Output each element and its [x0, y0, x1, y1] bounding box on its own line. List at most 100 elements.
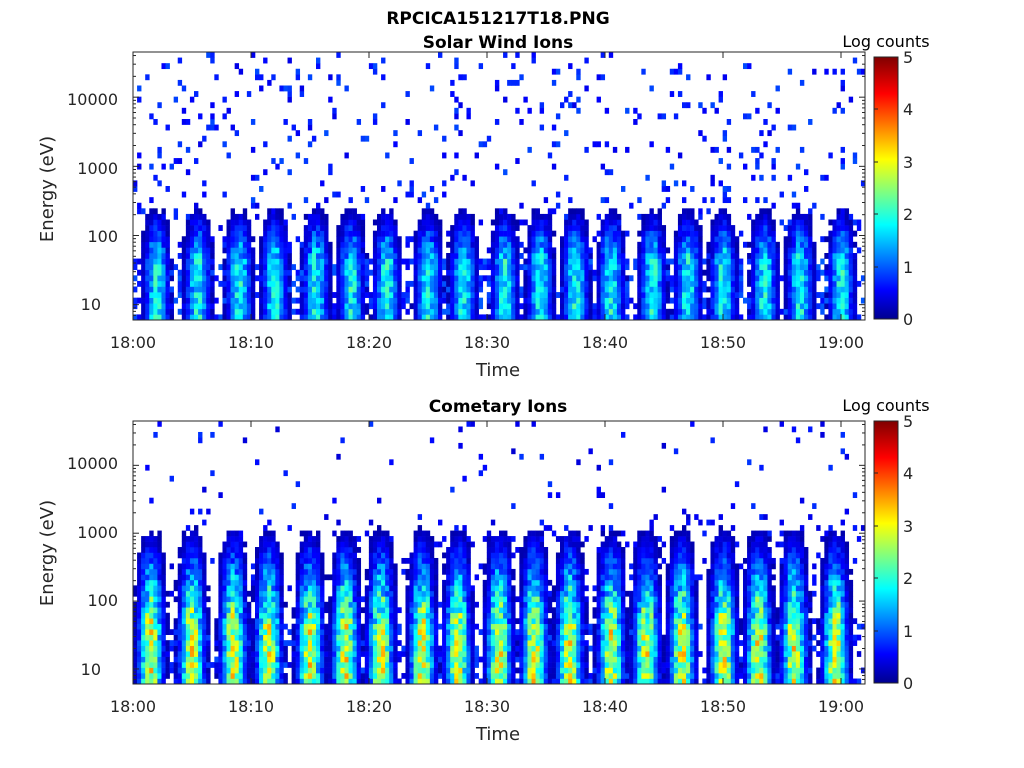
- heatmap-cell: [149, 286, 154, 293]
- heatmap-cell: [507, 79, 512, 86]
- heatmap-cell: [226, 667, 231, 674]
- heatmap-cell: [340, 590, 345, 597]
- heatmap-cell: [608, 275, 614, 282]
- heatmap-cell: [287, 135, 292, 142]
- heatmap-cell: [181, 286, 187, 293]
- heatmap-cell: [311, 651, 317, 657]
- heatmap-cell: [694, 225, 699, 231]
- heatmap-cell: [438, 236, 443, 243]
- heatmap-cell: [275, 230, 280, 237]
- heatmap-cell: [860, 68, 866, 75]
- heatmap-cell: [446, 241, 451, 248]
- heatmap-cell: [511, 63, 516, 70]
- heatmap-cell: [230, 552, 235, 559]
- heatmap-cell: [393, 264, 398, 271]
- heatmap-cell: [295, 236, 301, 243]
- heatmap-cell: [267, 640, 272, 646]
- heatmap-cell: [348, 241, 353, 248]
- heatmap-cell: [344, 264, 349, 271]
- heatmap-cell: [673, 303, 679, 310]
- heatmap-cell: [421, 258, 427, 265]
- heatmap-cell: [832, 286, 837, 293]
- heatmap-cell: [238, 253, 244, 259]
- heatmap-cell: [596, 253, 601, 259]
- heatmap-cell: [686, 269, 691, 276]
- heatmap-cell: [710, 180, 715, 187]
- heatmap-cell: [259, 678, 264, 685]
- heatmap-cell: [795, 225, 801, 231]
- heatmap-cell: [283, 673, 288, 679]
- heatmap-cell: [771, 158, 776, 164]
- y-tick-label: 10: [81, 295, 101, 314]
- heatmap-cell: [141, 623, 146, 630]
- heatmap-cell: [295, 579, 301, 586]
- heatmap-cell: [385, 579, 390, 586]
- heatmap-cell: [169, 275, 174, 282]
- heatmap-cell: [588, 308, 593, 315]
- heatmap-cell: [519, 241, 524, 248]
- heatmap-cell: [616, 253, 622, 259]
- heatmap-cell: [185, 253, 191, 259]
- heatmap-cell: [226, 656, 231, 663]
- heatmap-cell: [531, 258, 536, 265]
- heatmap-cell: [279, 236, 284, 243]
- heatmap-cell: [332, 191, 337, 198]
- heatmap-cell: [413, 269, 418, 276]
- heatmap-cell: [494, 225, 500, 231]
- heatmap-cell: [226, 607, 231, 614]
- heatmap-cell: [137, 297, 142, 304]
- heatmap-cell: [279, 667, 284, 674]
- heatmap-cell: [356, 656, 362, 663]
- heatmap-cell: [377, 219, 382, 226]
- heatmap-cell: [515, 269, 520, 276]
- heatmap-cell: [352, 662, 357, 668]
- heatmap-cell: [641, 225, 646, 231]
- heatmap-cell: [763, 119, 768, 125]
- heatmap-cell: [466, 230, 471, 237]
- heatmap-cell: [507, 269, 512, 276]
- heatmap-cell: [856, 280, 862, 287]
- heatmap-cell: [852, 303, 858, 310]
- heatmap-cell: [279, 623, 284, 630]
- heatmap-cell: [295, 481, 301, 488]
- heatmap-cell: [181, 629, 187, 635]
- heatmap-cell: [336, 579, 341, 586]
- heatmap-cell: [352, 269, 357, 276]
- heatmap-cell: [377, 607, 382, 614]
- heatmap-cell: [738, 230, 744, 237]
- heatmap-cell: [616, 264, 622, 271]
- heatmap-cell: [726, 303, 732, 310]
- heatmap-cell: [393, 574, 398, 581]
- heatmap-cell: [173, 96, 179, 103]
- heatmap-cell: [149, 236, 154, 243]
- heatmap-cell: [230, 601, 235, 608]
- heatmap-cell: [433, 308, 439, 315]
- heatmap-cell: [718, 314, 723, 321]
- heatmap-cell: [649, 308, 654, 315]
- heatmap-cell: [336, 563, 341, 570]
- heatmap-cell: [470, 314, 475, 321]
- heatmap-cell: [413, 236, 418, 243]
- heatmap-cell: [202, 568, 207, 575]
- heatmap-cell: [311, 275, 317, 282]
- heatmap-cell: [145, 247, 150, 254]
- heatmap-cell: [246, 645, 252, 652]
- heatmap-cell: [189, 258, 195, 265]
- heatmap-cell: [149, 241, 154, 248]
- heatmap-cell: [523, 286, 528, 293]
- heatmap-cell: [397, 308, 402, 315]
- heatmap-cell: [364, 596, 370, 603]
- heatmap-cell: [763, 247, 768, 254]
- heatmap-cell: [661, 314, 667, 321]
- heatmap-cell: [759, 286, 764, 293]
- heatmap-cell: [555, 113, 561, 120]
- heatmap-cell: [153, 297, 158, 304]
- heatmap-cell: [287, 297, 292, 304]
- heatmap-cell: [177, 634, 183, 641]
- heatmap-cell: [649, 219, 654, 226]
- heatmap-cell: [527, 280, 532, 287]
- heatmap-cell: [612, 264, 618, 271]
- heatmap-cell: [299, 269, 305, 276]
- heatmap-cell: [189, 225, 195, 231]
- heatmap-cell: [137, 590, 142, 597]
